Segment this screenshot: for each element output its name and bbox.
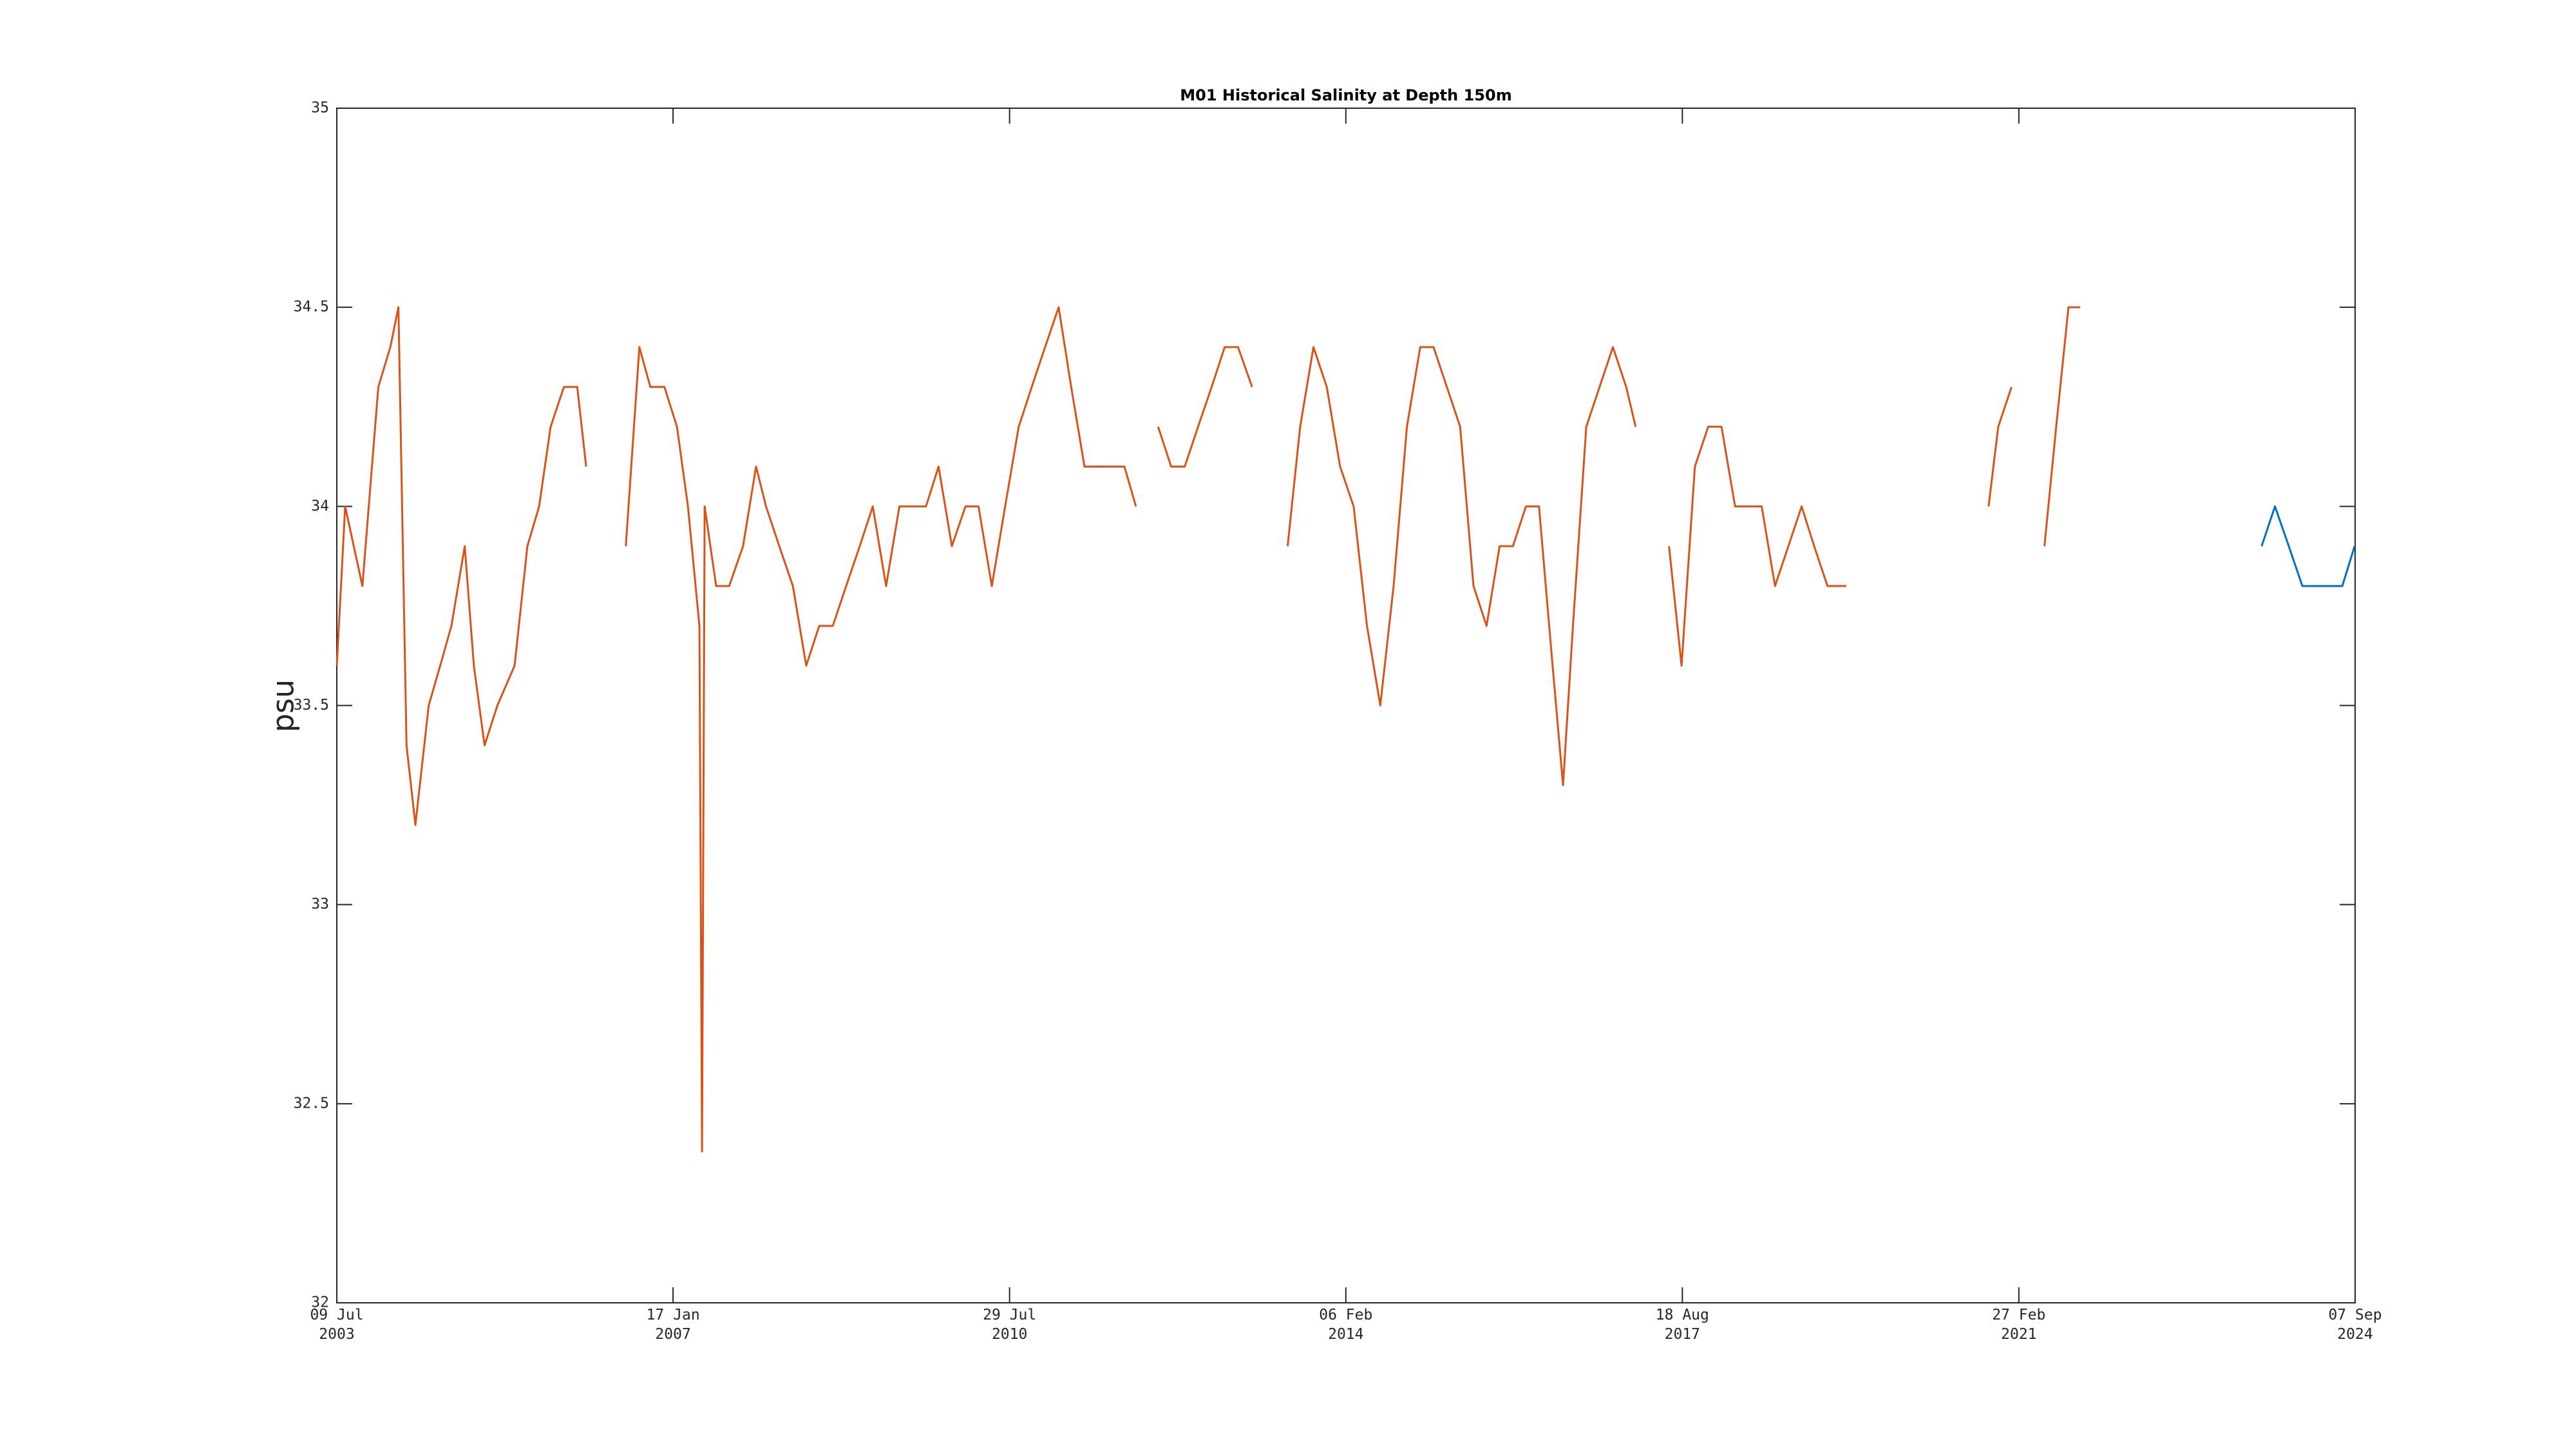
x-tick-label: 17 Jan 2007 (646, 1307, 700, 1343)
y-tick-label: 32.5 (294, 1095, 329, 1112)
x-tick-label: 07 Sep 2024 (2328, 1307, 2382, 1343)
y-tick-label: 35 (311, 100, 329, 117)
y-tick-label: 34 (311, 498, 329, 515)
y-tick-label: 33 (311, 896, 329, 913)
x-tick-label: 27 Feb 2021 (1992, 1307, 2046, 1343)
x-tick-label: 18 Aug 2017 (1655, 1307, 1709, 1343)
x-tick-label: 06 Feb 2014 (1319, 1307, 1373, 1343)
chart-title: M01 Historical Salinity at Depth 150m (1180, 86, 1511, 104)
y-axis-label: psu (266, 679, 301, 732)
x-tick-label: 09 Jul 2003 (310, 1307, 364, 1343)
data-line (336, 306, 2081, 1153)
y-tick-label: 34.5 (294, 299, 329, 316)
y-tick-label: 33.5 (294, 697, 329, 714)
data-line (2260, 505, 2356, 587)
x-tick-label: 29 Jul 2010 (983, 1307, 1037, 1343)
y-tick-label: 32 (311, 1294, 329, 1311)
